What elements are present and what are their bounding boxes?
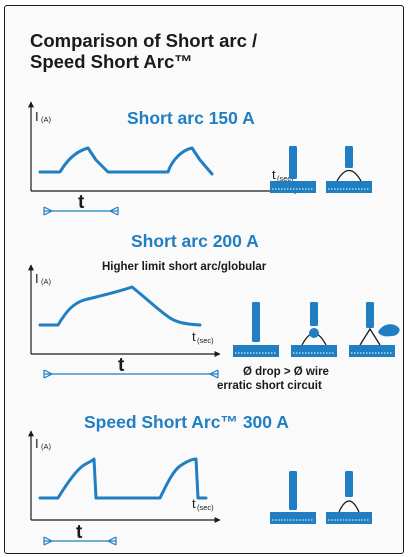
wire-1b	[345, 146, 353, 168]
wire-2a	[252, 302, 260, 342]
current-waveform-1	[38, 146, 214, 176]
x-unit-2: (sec)	[197, 336, 214, 345]
heading-speed-short-arc-300: Speed Short Arc™ 300 A	[84, 412, 289, 432]
x-label-3: t	[192, 496, 196, 511]
x-label-2: t	[192, 329, 196, 344]
y-unit-3: (A)	[41, 442, 52, 451]
plate-3a	[270, 512, 316, 524]
period-label-3: t	[76, 522, 83, 543]
y-unit-1: (A)	[41, 115, 52, 124]
arc-3b	[338, 500, 360, 513]
period-arrow-left-2	[43, 369, 54, 379]
plate-2b	[291, 345, 337, 357]
heading-short-arc-150: Short arc 150 A	[127, 108, 255, 128]
diagram-title: Comparison of Short arc / Speed Short Ar…	[30, 30, 390, 72]
title-line-2: Speed Short Arc™	[30, 51, 193, 72]
period-arrow-right-2	[208, 369, 219, 379]
period-label-2: t	[118, 355, 125, 376]
period-arrow-right-3	[106, 536, 117, 546]
x-unit-3: (sec)	[197, 503, 214, 512]
wire-3a	[289, 471, 297, 510]
y-label-3: I	[35, 436, 39, 451]
current-waveform-3	[38, 457, 208, 500]
y-unit-2: (A)	[41, 277, 52, 286]
spatter-2c	[378, 324, 400, 337]
current-waveform-2	[38, 285, 202, 327]
arc-1b	[336, 169, 362, 182]
period-arrow-right-1	[108, 206, 119, 216]
x-label-1: t	[272, 167, 276, 182]
droplet-2b	[309, 328, 319, 338]
plate-1a	[270, 181, 316, 193]
y-label-2: I	[35, 271, 39, 286]
plate-2c	[349, 345, 395, 357]
wire-2b	[310, 302, 318, 326]
wire-1a	[289, 146, 297, 179]
title-line-1: Comparison of Short arc /	[30, 30, 258, 51]
arc-2c	[359, 327, 381, 346]
plate-3b	[326, 512, 372, 524]
period-label-1: t	[78, 192, 85, 213]
wire-3b	[345, 471, 353, 497]
subheading-limit: Higher limit short arc/globular	[102, 261, 267, 273]
x-unit-1: (sec)	[277, 174, 294, 183]
section-300: I (A) t (sec) t	[28, 430, 372, 546]
period-arrow-left-3	[43, 536, 54, 546]
section-200: I (A) t (sec) t	[28, 264, 400, 379]
plate-1b	[326, 181, 372, 193]
wire-2c	[366, 302, 374, 328]
section-150: I (A) t (sec) t	[28, 101, 372, 216]
plate-2a	[233, 345, 279, 357]
note-erratic: erratic short circuit	[217, 380, 322, 392]
note-drop-size: Ø drop > Ø wire	[243, 366, 329, 378]
y-label-1: I	[35, 109, 39, 124]
heading-short-arc-200: Short arc 200 A	[131, 231, 259, 251]
period-arrow-left-1	[43, 206, 54, 216]
diagram-frame	[4, 5, 404, 554]
